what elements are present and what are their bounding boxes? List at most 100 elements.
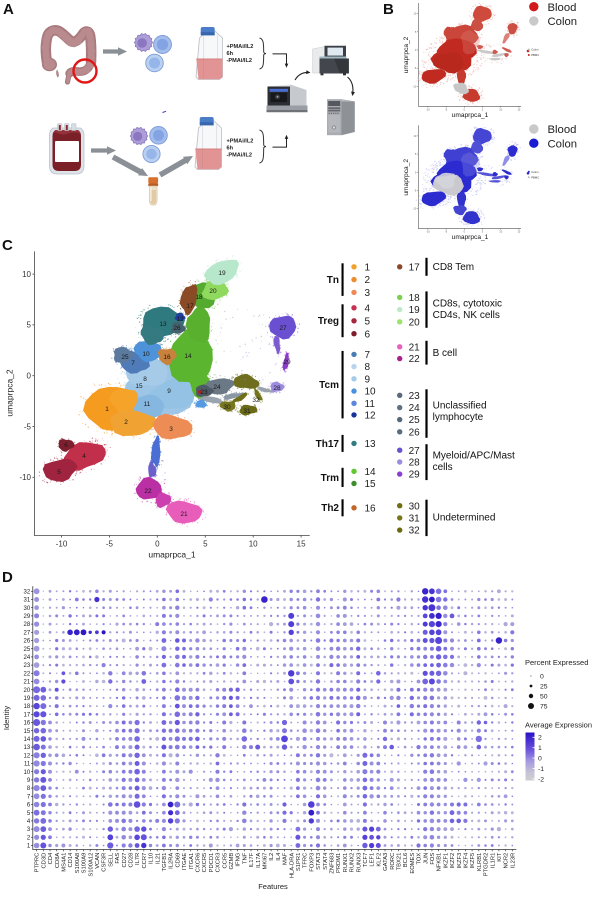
svg-text:TCF7: TCF7 xyxy=(363,853,369,868)
svg-text:-5: -5 xyxy=(414,189,417,193)
svg-text:31: 31 xyxy=(24,598,31,604)
svg-text:Th2: Th2 xyxy=(321,503,339,514)
svg-text:0: 0 xyxy=(464,230,466,234)
svg-text:CD8A: CD8A xyxy=(55,853,61,869)
svg-text:21: 21 xyxy=(180,511,188,518)
svg-text:umaprpca_1: umaprpca_1 xyxy=(452,234,489,241)
svg-text:Tcm: Tcm xyxy=(319,380,339,391)
svg-text:7: 7 xyxy=(365,350,371,361)
svg-text:PDCD1: PDCD1 xyxy=(209,853,215,873)
svg-text:lymphocyte: lymphocyte xyxy=(433,412,484,423)
svg-text:RUNX2: RUNX2 xyxy=(350,853,356,873)
svg-text:11: 11 xyxy=(365,399,376,410)
svg-text:26: 26 xyxy=(24,639,31,645)
svg-text:9: 9 xyxy=(167,388,171,395)
svg-text:FOS: FOS xyxy=(430,853,436,865)
svg-text:5: 5 xyxy=(27,321,32,330)
svg-text:PBMC: PBMC xyxy=(531,53,539,57)
svg-text:15: 15 xyxy=(297,540,306,549)
svg-text:24: 24 xyxy=(409,403,421,414)
svg-text:Blood: Blood xyxy=(548,2,577,14)
svg-text:27: 27 xyxy=(24,630,31,636)
svg-text:6: 6 xyxy=(365,329,371,340)
svg-text:A: A xyxy=(3,1,14,18)
svg-text:-10: -10 xyxy=(426,107,430,111)
svg-text:FAS: FAS xyxy=(115,853,121,864)
svg-text:27: 27 xyxy=(279,325,287,332)
svg-text:CD3D: CD3D xyxy=(41,853,47,869)
svg-text:5: 5 xyxy=(415,152,417,156)
svg-text:Unclassified: Unclassified xyxy=(433,401,487,412)
svg-text:HLA-DRA: HLA-DRA xyxy=(289,853,295,879)
svg-text:KIT: KIT xyxy=(497,852,503,861)
svg-text:ZNF683: ZNF683 xyxy=(330,853,336,874)
svg-text:6: 6 xyxy=(27,803,31,809)
svg-text:0: 0 xyxy=(27,372,32,381)
svg-text:10: 10 xyxy=(365,387,377,398)
svg-text:Colon: Colon xyxy=(548,138,578,150)
svg-text:10: 10 xyxy=(413,134,416,138)
svg-text:IL4: IL4 xyxy=(276,852,282,861)
svg-text:0: 0 xyxy=(464,107,466,111)
svg-text:18: 18 xyxy=(24,704,31,710)
svg-text:RUNX3: RUNX3 xyxy=(356,853,362,873)
svg-text:24: 24 xyxy=(24,655,31,661)
svg-text:22: 22 xyxy=(144,488,152,495)
svg-text:TGFB1: TGFB1 xyxy=(162,853,168,872)
svg-text:STAT4: STAT4 xyxy=(323,852,329,870)
svg-text:CCR5: CCR5 xyxy=(222,853,228,869)
svg-text:1: 1 xyxy=(105,406,109,413)
svg-text:29: 29 xyxy=(24,614,31,620)
svg-text:IL21: IL21 xyxy=(155,853,161,864)
svg-text:14: 14 xyxy=(184,353,192,360)
svg-text:S100A8: S100A8 xyxy=(75,853,81,874)
svg-text:-5: -5 xyxy=(24,422,32,431)
svg-text:22: 22 xyxy=(24,671,31,677)
svg-text:Identity: Identity xyxy=(2,706,11,730)
svg-text:IKZF1: IKZF1 xyxy=(443,853,449,869)
svg-text:5: 5 xyxy=(415,30,417,34)
svg-text:0: 0 xyxy=(415,170,417,174)
svg-text:Th17: Th17 xyxy=(316,439,340,450)
svg-text:CXCR6: CXCR6 xyxy=(196,853,202,873)
svg-text:IL23R: IL23R xyxy=(510,853,516,868)
svg-text:CD28: CD28 xyxy=(129,853,135,868)
svg-text:15: 15 xyxy=(517,230,520,234)
svg-text:13: 13 xyxy=(24,745,31,751)
svg-text:Features: Features xyxy=(258,882,288,891)
svg-text:12: 12 xyxy=(176,316,184,323)
svg-text:19: 19 xyxy=(24,696,31,702)
svg-text:PBMC: PBMC xyxy=(531,175,539,179)
svg-text:S100A12: S100A12 xyxy=(88,853,94,877)
svg-text:NFKB1: NFKB1 xyxy=(437,853,443,872)
svg-text:-10: -10 xyxy=(19,473,31,482)
svg-text:18: 18 xyxy=(409,293,421,304)
svg-text:PRDM1: PRDM1 xyxy=(336,853,342,873)
svg-text:Colon: Colon xyxy=(548,16,578,28)
svg-text:20: 20 xyxy=(24,688,31,694)
svg-text:IKZF3: IKZF3 xyxy=(457,853,463,869)
svg-text:GATA3: GATA3 xyxy=(383,853,389,871)
svg-text:umaprpca_2: umaprpca_2 xyxy=(403,159,410,196)
svg-text:MKI67: MKI67 xyxy=(263,853,269,870)
svg-text:Tn: Tn xyxy=(327,275,339,286)
svg-text:10: 10 xyxy=(499,107,502,111)
svg-text:0: 0 xyxy=(415,48,417,52)
svg-text:19: 19 xyxy=(218,270,226,277)
svg-text:16: 16 xyxy=(24,721,31,727)
svg-text:25: 25 xyxy=(24,647,31,653)
svg-text:Colon: Colon xyxy=(531,48,539,52)
svg-text:JUN: JUN xyxy=(423,853,429,864)
svg-text:ITGA1: ITGA1 xyxy=(189,853,195,870)
svg-text:5: 5 xyxy=(482,230,484,234)
svg-text:FOXP3: FOXP3 xyxy=(309,853,315,872)
svg-text:Treg: Treg xyxy=(318,316,339,327)
svg-text:-PMAi/IL2: -PMAi/IL2 xyxy=(227,153,252,159)
svg-text:8: 8 xyxy=(27,786,31,792)
svg-text:25: 25 xyxy=(121,354,129,361)
svg-text:25: 25 xyxy=(409,415,421,426)
svg-text:IL17A: IL17A xyxy=(256,853,262,868)
svg-text:14: 14 xyxy=(24,737,31,743)
svg-text:KLF2: KLF2 xyxy=(376,853,382,867)
svg-text:23: 23 xyxy=(409,391,421,402)
